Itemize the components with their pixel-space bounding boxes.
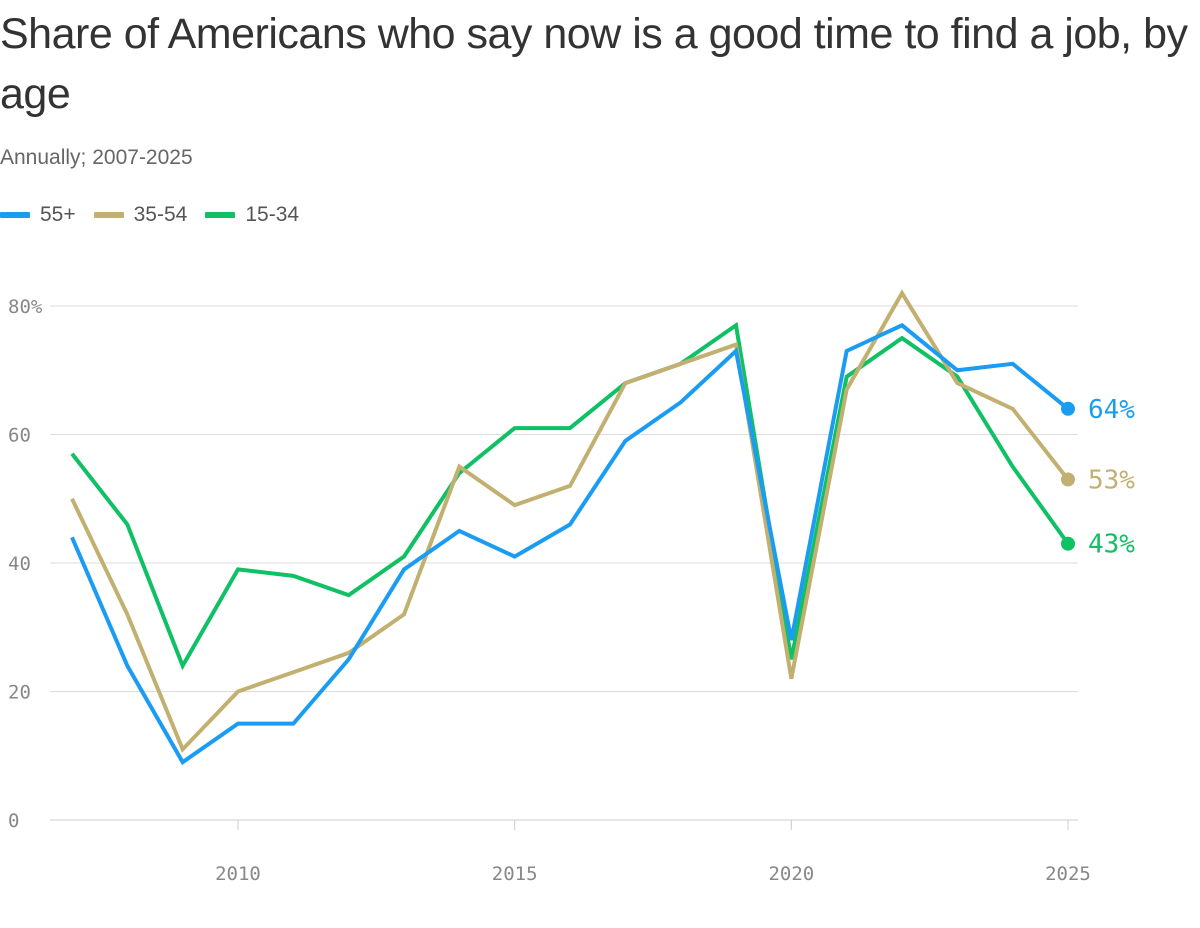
series-end-label-15-34: 43% bbox=[1088, 530, 1135, 560]
x-tick-label-2020: 2020 bbox=[768, 863, 814, 885]
legend-item-35-54: 35-54 bbox=[93, 203, 188, 227]
series-end-dot-35-54 bbox=[1061, 472, 1075, 487]
y-tick-label-0: 0 bbox=[8, 810, 19, 832]
x-tick-label-2010: 2010 bbox=[215, 863, 261, 885]
series-end-dot-15-34 bbox=[1061, 536, 1075, 551]
legend-swatch-55-plus bbox=[0, 212, 30, 218]
series-end-label-55-plus: 64% bbox=[1088, 395, 1135, 425]
series-end-dot-55-plus bbox=[1061, 401, 1075, 416]
legend-label-55-plus: 55+ bbox=[40, 203, 76, 226]
x-tick-label-2025: 2025 bbox=[1045, 863, 1091, 885]
series-line-15-34 bbox=[70, 321, 1070, 671]
legend-item-55-plus: 55+ bbox=[0, 203, 76, 227]
y-tick-label-40: 40 bbox=[8, 553, 31, 575]
series-line-55-plus bbox=[70, 322, 1070, 766]
y-tick-label-60: 60 bbox=[8, 425, 31, 447]
y-tick-label-80: 80% bbox=[8, 296, 43, 318]
y-tick-label-20: 20 bbox=[8, 682, 31, 704]
legend-label-15-34: 15-34 bbox=[245, 203, 300, 226]
series-end-label-35-54: 53% bbox=[1088, 465, 1135, 495]
series-line-35-54 bbox=[70, 289, 1070, 753]
legend-swatch-35-54 bbox=[93, 212, 124, 218]
legend-swatch-15-34 bbox=[205, 212, 236, 218]
legend-label-35-54: 35-54 bbox=[133, 203, 188, 226]
chart-title: Share of Americans who say now is a good… bbox=[0, 10, 1188, 118]
legend: 55+ 35-54 15-34 bbox=[0, 203, 299, 227]
legend-item-15-34: 15-34 bbox=[205, 203, 299, 227]
chart-subtitle: Annually; 2007-2025 bbox=[0, 146, 193, 169]
x-tick-label-2015: 2015 bbox=[492, 863, 538, 885]
